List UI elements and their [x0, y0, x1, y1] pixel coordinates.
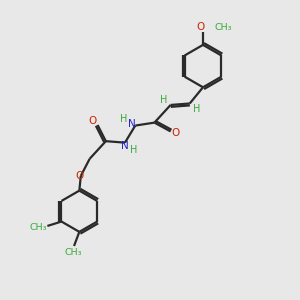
- Text: N: N: [128, 119, 136, 129]
- Text: CH₃: CH₃: [65, 248, 82, 257]
- Text: H: H: [193, 104, 200, 114]
- Text: O: O: [76, 171, 84, 181]
- Text: H: H: [120, 114, 128, 124]
- Text: O: O: [88, 116, 97, 126]
- Text: O: O: [172, 128, 180, 138]
- Text: H: H: [160, 94, 168, 105]
- Text: O: O: [196, 22, 205, 32]
- Text: H: H: [130, 145, 137, 155]
- Text: N: N: [121, 141, 129, 151]
- Text: CH₃: CH₃: [29, 223, 47, 232]
- Text: CH₃: CH₃: [214, 23, 232, 32]
